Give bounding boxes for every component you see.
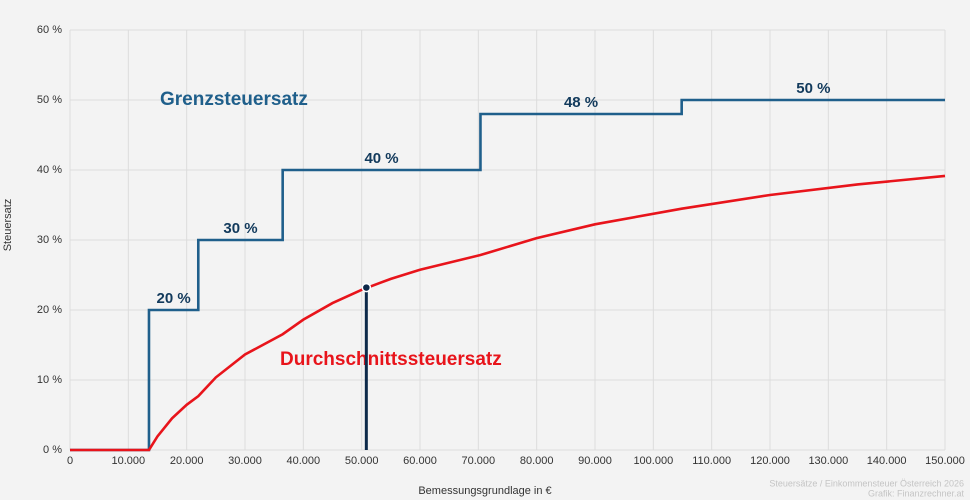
- x-tick-label: 130.000: [808, 455, 848, 467]
- x-tick-label: 90.000: [578, 455, 612, 467]
- y-axis-label: Steuersatz: [2, 199, 14, 252]
- credit: Grafik: Finanzrechner.at: [868, 488, 965, 498]
- x-tick-label: 10.000: [112, 455, 146, 467]
- step-label: 20 %: [157, 290, 191, 307]
- x-tick-label: 70.000: [462, 455, 496, 467]
- x-tick-label: 150.000: [925, 455, 965, 467]
- y-tick-label: 20 %: [37, 304, 62, 316]
- x-tick-label: 110.000: [692, 455, 731, 467]
- x-tick-label: 20.000: [170, 455, 204, 467]
- series-label: Durchschnittssteuersatz: [280, 349, 502, 370]
- series-line: [70, 98, 945, 452]
- y-tick-label: 50 %: [37, 94, 62, 106]
- step-label: 48 %: [564, 94, 598, 111]
- credit: Steuersätze / Einkommensteuer Österreich…: [769, 478, 964, 488]
- y-tick-label: 10 %: [37, 374, 62, 386]
- y-tick-label: 0 %: [43, 444, 62, 456]
- x-tick-label: 80.000: [520, 455, 554, 467]
- x-tick-label: 100.000: [633, 455, 673, 467]
- step-label: 30 %: [223, 220, 257, 237]
- y-tick-label: 40 %: [37, 164, 62, 176]
- x-tick-label: 120.000: [750, 455, 790, 467]
- y-tick-label: 60 %: [37, 24, 62, 36]
- step-label: 40 %: [364, 150, 398, 167]
- step-label: 50 %: [796, 80, 830, 97]
- series-line: [70, 174, 946, 452]
- marker-dot: [361, 282, 372, 293]
- x-tick-label: 50.000: [345, 455, 379, 467]
- x-axis-label: Bemessungsgrundlage in €: [418, 485, 551, 497]
- x-tick-label: 0: [67, 455, 73, 467]
- x-tick-label: 40.000: [287, 455, 321, 467]
- series-label: Grenzsteuersatz: [160, 89, 308, 110]
- x-tick-label: 30.000: [228, 455, 262, 467]
- x-tick-label: 140.000: [867, 455, 907, 467]
- y-tick-label: 30 %: [37, 234, 62, 246]
- x-tick-label: 60.000: [403, 455, 437, 467]
